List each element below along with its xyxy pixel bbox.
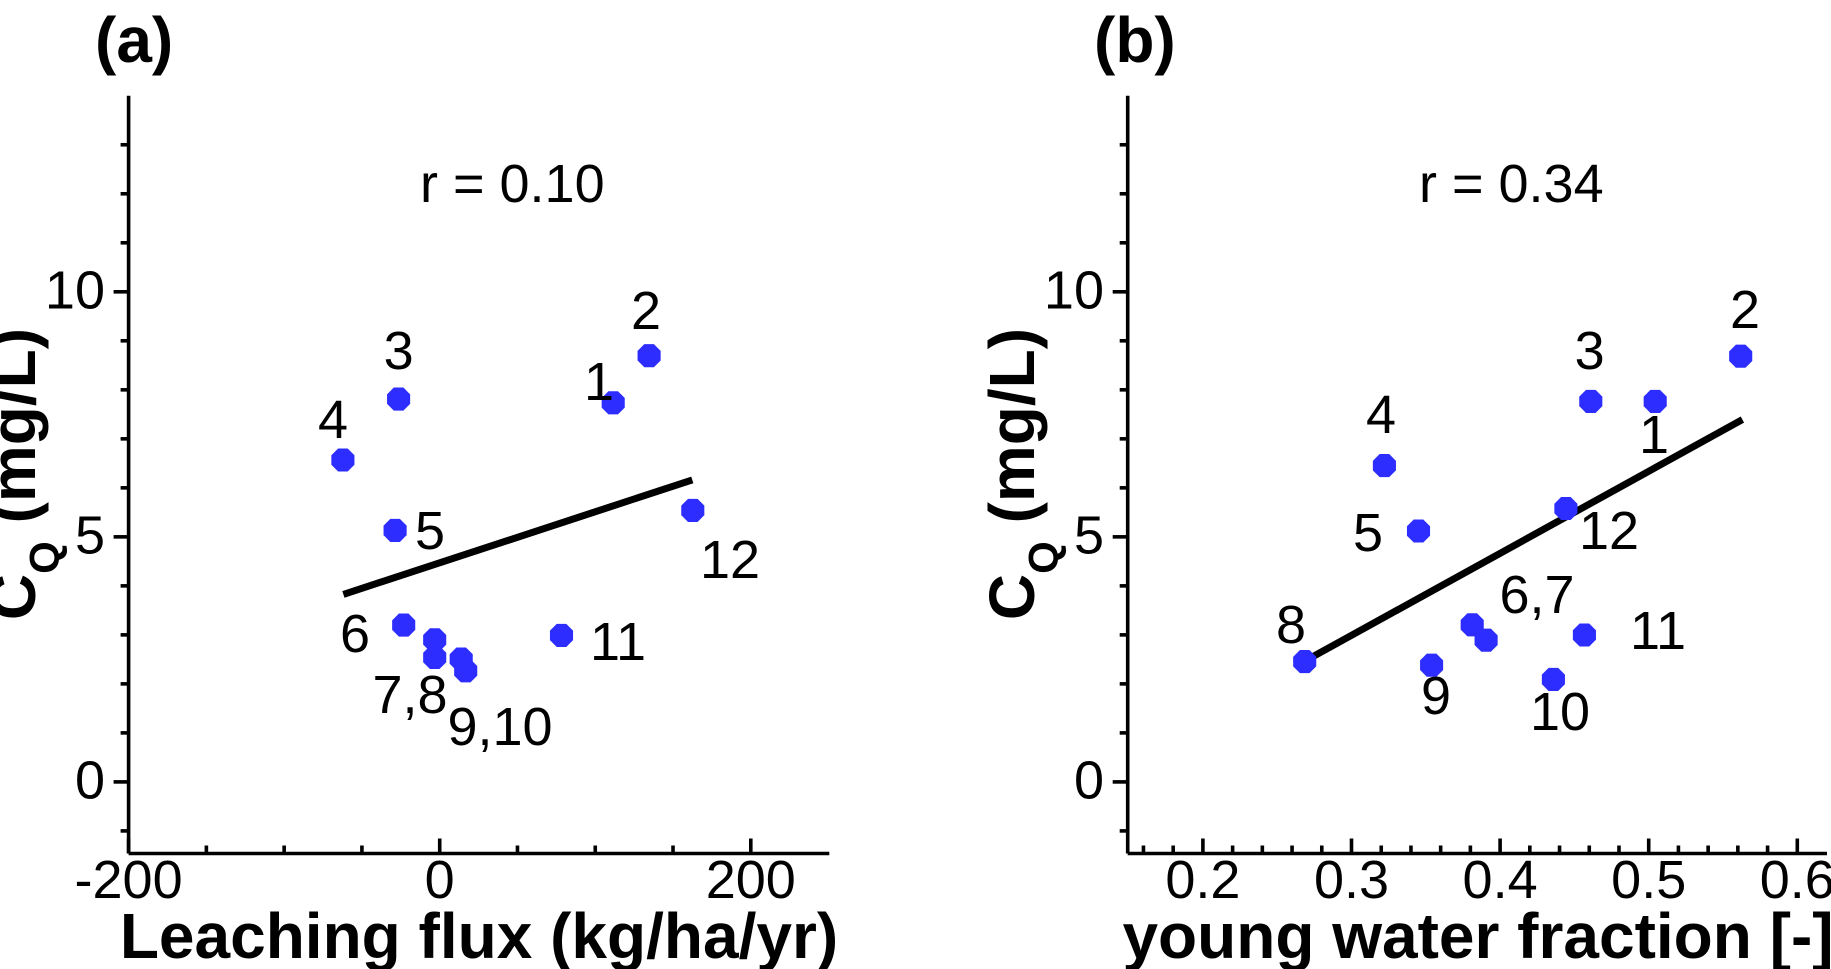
svg-text:(a): (a) xyxy=(95,4,173,76)
svg-text:(b): (b) xyxy=(1094,4,1176,76)
svg-text:12: 12 xyxy=(1579,501,1639,561)
svg-text:4: 4 xyxy=(1366,385,1396,445)
svg-text:8: 8 xyxy=(1276,595,1306,655)
svg-text:2: 2 xyxy=(1730,280,1760,340)
svg-text:0: 0 xyxy=(1074,751,1104,811)
svg-text:9,10: 9,10 xyxy=(447,697,552,757)
svg-text:0: 0 xyxy=(75,751,105,811)
svg-text:10: 10 xyxy=(1530,682,1590,742)
svg-text:4: 4 xyxy=(318,390,348,450)
svg-text:10: 10 xyxy=(1044,261,1104,321)
svg-text:10: 10 xyxy=(45,261,105,321)
svg-text:11: 11 xyxy=(590,612,646,672)
svg-text:1: 1 xyxy=(1639,405,1669,465)
svg-text:1: 1 xyxy=(584,352,614,412)
svg-text:11: 11 xyxy=(1630,601,1686,661)
svg-text:5: 5 xyxy=(1074,506,1104,566)
svg-text:6: 6 xyxy=(340,604,370,664)
svg-text:3: 3 xyxy=(384,321,414,381)
svg-text:7,8: 7,8 xyxy=(372,665,447,725)
svg-text:young water fraction [-]: young water fraction [-] xyxy=(1122,900,1831,969)
svg-text:5: 5 xyxy=(415,501,445,561)
svg-text:12: 12 xyxy=(700,530,760,590)
svg-text:r = 0.10: r = 0.10 xyxy=(420,154,605,214)
svg-text:2: 2 xyxy=(631,281,661,341)
svg-text:6,7: 6,7 xyxy=(1499,565,1574,625)
svg-text:5: 5 xyxy=(1353,503,1383,563)
svg-text:5: 5 xyxy=(75,506,105,566)
svg-text:Leaching flux (kg/ha/yr): Leaching flux (kg/ha/yr) xyxy=(120,900,838,969)
svg-text:9: 9 xyxy=(1421,666,1451,726)
svg-text:r = 0.34: r = 0.34 xyxy=(1419,154,1604,214)
svg-text:3: 3 xyxy=(1575,321,1605,381)
